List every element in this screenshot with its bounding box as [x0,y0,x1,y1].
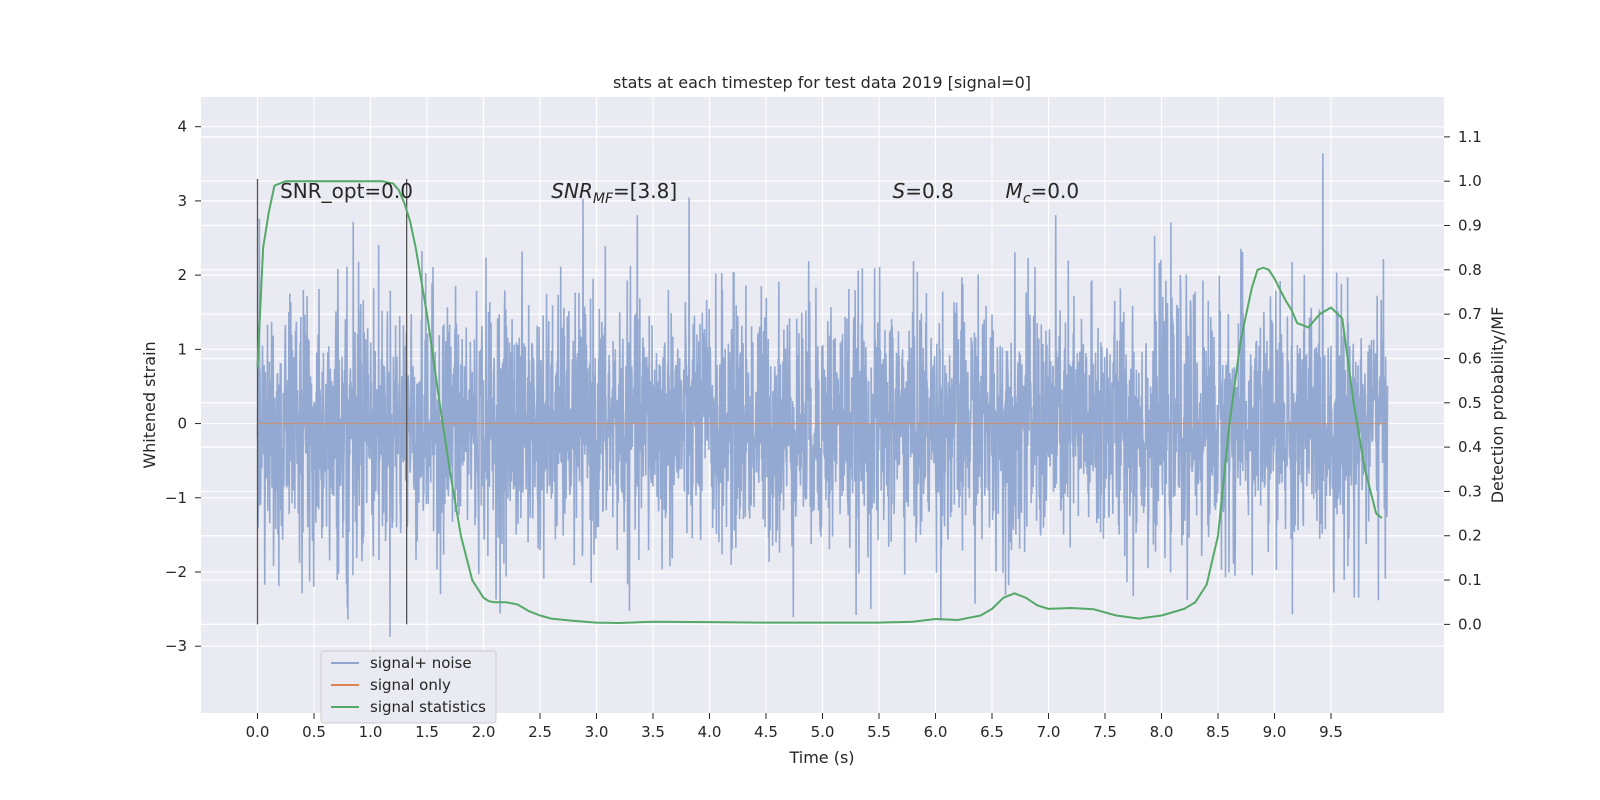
x-tick-label: 9.0 [1263,723,1287,741]
series-signal-statistics [256,180,1383,625]
y2-tick-label: 0.0 [1458,615,1482,633]
x-tick-label: 8.5 [1206,723,1230,741]
annotation-snr-opt: SNR_opt=0.0 [280,179,413,203]
y-tick-label: 2 [177,266,187,284]
legend-box [320,650,497,724]
y-tick-label: 3 [177,192,187,210]
y-axis-ticks: 4 3 2 1 0 −1 −2 −3 [165,118,201,655]
y-tick-label: −1 [165,489,187,507]
x-tick-label: 1.0 [359,723,383,741]
y2-axis-label: Detection probability/MF [1488,307,1507,504]
y2-tick-label: 1.0 [1458,172,1482,190]
annotations: SNR_opt=0.0 SNRMF=[3.8] S=0.8 Mc=0.0 [280,179,1079,207]
annotation-snr-mf: SNRMF=[3.8] [551,179,677,207]
y2-tick-label: 0.2 [1458,527,1482,545]
x-tick-label: 2.0 [472,723,496,741]
legend-label-signal-noise: signal+ noise [370,654,472,672]
y2-tick-label: 0.1 [1458,571,1482,589]
annotation-mc-val: Mc=0.0 [1006,179,1080,207]
signal-noise-line [256,153,1389,637]
y2-tick-label: 0.5 [1458,394,1482,412]
y2-axis-ticks: 1.1 1.0 0.9 0.8 0.7 0.6 0.5 0.4 0.3 0.2 0.1 0.0 [1444,128,1482,633]
x-tick-label: 1.5 [415,723,439,741]
series-signal-noise [256,153,1389,637]
x-tick-label: 3.0 [585,723,609,741]
y2-tick-label: 0.7 [1458,305,1482,323]
x-tick-label: 6.5 [980,723,1004,741]
y2-tick-label: 0.3 [1458,482,1482,500]
signal-statistics-line [256,180,1383,625]
y-tick-label: 4 [177,118,187,136]
x-tick-label: 8.0 [1150,723,1174,741]
x-tick-label: 0.0 [246,723,270,741]
y2-tick-label: 0.9 [1458,217,1482,235]
x-tick-label: 3.5 [641,723,665,741]
legend-label-signal-only: signal only [370,676,451,694]
vertical-markers [256,178,408,625]
y2-tick-label: 0.8 [1458,261,1482,279]
y-tick-label: −2 [165,563,187,581]
x-tick-label: 5.5 [867,723,891,741]
x-axis-label: Time (s) [788,748,854,767]
x-tick-label: 4.0 [698,723,722,741]
x-tick-label: 2.5 [528,723,552,741]
y-tick-label: 0 [177,415,187,433]
x-tick-label: 9.5 [1319,723,1343,741]
y2-tick-label: 0.6 [1458,349,1482,367]
legend-label-signal-statistics: signal statistics [370,698,486,716]
y2-tick-label: 1.1 [1458,128,1482,146]
chart-title: stats at each timestep for test data 201… [613,73,1031,92]
x-tick-label: 7.5 [1093,723,1117,741]
x-axis-ticks: 0.0 0.5 1.0 1.5 2.0 2.5 3.0 3.5 4.0 4.5 5.0 5.5 6.0 6… [246,713,1343,741]
annotation-s-val: S=0.8 [893,179,954,203]
x-tick-label: 7.0 [1037,723,1061,741]
y-tick-label: 1 [177,340,187,358]
x-tick-label: 5.0 [811,723,835,741]
x-tick-label: 6.0 [924,723,948,741]
y2-tick-label: 0.4 [1458,438,1482,456]
x-tick-label: 0.5 [302,723,326,741]
x-tick-label: 4.5 [754,723,778,741]
y-axis-label: Whitened strain [140,341,159,468]
legend: signal+ noise signal only signal statist… [320,650,497,724]
y-tick-label: −3 [165,637,187,655]
